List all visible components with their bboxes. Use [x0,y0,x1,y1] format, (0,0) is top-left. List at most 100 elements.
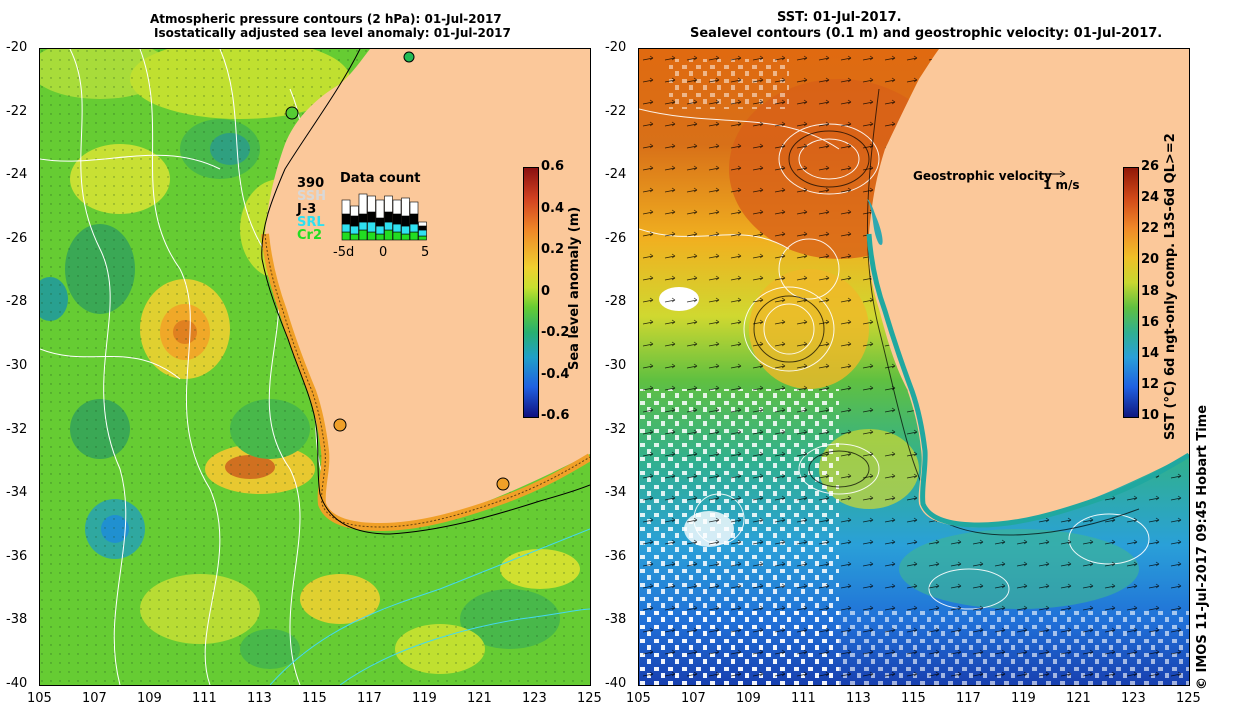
left-ytick-label: -28 [6,294,28,310]
right-colorbar-tick-label: 14 [1141,345,1160,361]
left-map[interactable] [39,48,591,686]
left-ytick-label: -20 [6,40,28,55]
right-ytick-label: -22 [605,103,627,119]
histogram-bar [367,221,376,233]
left-xtick-label: 121 [467,691,492,706]
right-xtick-label: 123 [1121,691,1146,706]
histogram-bar [401,215,410,227]
right-ytick-label: -32 [605,421,627,437]
left-colorbar-tick-label: 0.6 [541,159,565,174]
left-map-svg [40,49,590,685]
satellite-legend-item: Cr2 [297,228,322,243]
histogram-bar [384,211,393,223]
left-colorbar-tick-label: -0.4 [541,366,570,382]
data-count-histogram [341,193,427,241]
satellite-legend-item: J-3 [297,202,317,217]
right-xtick-label: 111 [791,691,816,706]
left-ytick-label: -34 [6,485,28,501]
left-colorbar-tick-label: 0.4 [541,200,565,216]
histogram-bar [401,225,410,235]
left-ytick-label: -36 [6,548,28,564]
histogram-bar [367,231,376,241]
data-count-xtick-2: 0 [379,245,388,260]
right-colorbar-tick-label: 12 [1141,376,1160,392]
data-count-xtick-1: -5d [333,245,355,260]
credit-text: © IMOS 11-Jul-2017 09:45 Hobart Time [1195,404,1210,690]
left-xtick-label: 109 [137,691,162,706]
data-count-title: Data count [340,171,421,186]
satellite-legend-item: SRL [297,215,325,230]
histogram-bar [350,233,359,241]
histogram-bar [384,229,393,241]
histogram-bar [358,221,368,231]
histogram-bar [392,231,402,241]
histogram-bar [375,217,385,227]
histogram-bar [341,231,351,241]
right-ytick-label: -24 [605,167,627,183]
right-ytick-label: -38 [605,612,627,628]
left-ytick-label: -24 [6,167,28,183]
histogram-bar [401,197,410,217]
left-xtick-label: 105 [27,691,52,706]
right-xtick-label: 125 [1176,691,1201,706]
right-colorbar-tick-label: 10 [1141,408,1160,423]
satellite-legend-item: SSH [297,189,327,204]
right-xtick-label: 115 [901,691,926,706]
histogram-bar [409,223,419,233]
left-ytick-label: -32 [6,421,28,437]
left-xtick-label: 119 [412,691,437,706]
right-ytick-label: -30 [605,358,627,373]
velocity-scale-label: 1 m/s [1043,178,1080,192]
left-colorbar-tick-label: 0.2 [541,242,565,257]
histogram-bar [341,213,351,225]
histogram-bar [418,221,427,227]
histogram-bar [341,223,351,233]
left-ytick-label: -38 [6,612,28,628]
left-title-line2: Isostatically adjusted sea level anomaly… [154,26,511,40]
left-xtick-label: 113 [247,691,272,706]
right-ytick-label: -36 [605,548,627,564]
histogram-bar [401,233,410,241]
right-colorbar-tick-label: 16 [1141,314,1160,330]
histogram-bar [418,235,427,241]
histogram-bar [392,223,402,233]
right-xtick-label: 107 [681,691,706,706]
histogram-bar [350,215,359,227]
histogram-bar [375,199,385,219]
histogram-bar [375,225,385,235]
histogram-bar [409,201,419,215]
velocity-scale-arrow-icon [1043,170,1066,178]
right-colorbar-tick-label: 24 [1141,190,1160,206]
left-colorbar-tick-label: -0.2 [541,325,570,340]
histogram-bar [409,231,419,241]
left-xtick-label: 125 [577,691,602,706]
left-ytick-label: -22 [6,103,28,119]
histogram-bar [358,213,368,223]
left-colorbar-tick-label: 0 [541,283,551,299]
histogram-bar [384,221,393,231]
right-xtick-label: 119 [1011,691,1036,706]
left-xtick-label: 123 [522,691,547,706]
left-xtick-label: 115 [302,691,327,706]
right-xtick-label: 121 [1066,691,1091,706]
left-xtick-label: 111 [192,691,217,706]
right-ytick-label: -34 [605,485,627,501]
left-ytick-label: -30 [6,358,28,373]
histogram-bar [350,205,359,217]
right-map[interactable] [638,48,1190,686]
velocity-legend-label: Geostrophic velocity [913,169,1052,183]
right-xtick-label: 117 [956,691,981,706]
right-xtick-label: 109 [736,691,761,706]
histogram-bar [367,195,376,213]
right-colorbar-tick-label: 22 [1141,221,1160,237]
histogram-bar [375,233,385,241]
satellite-legend-item: 390 [297,176,325,191]
left-ytick-label: -26 [6,230,28,246]
right-ytick-label: -26 [605,230,627,246]
histogram-bar [350,225,359,235]
histogram-bar [418,225,427,231]
left-xtick-label: 107 [82,691,107,706]
histogram-bar [384,195,393,213]
right-map-svg [639,49,1189,685]
right-colorbar-label: SST (°C) 6d ngt-only comp. L3S-6d QL>=2 [1163,133,1178,440]
